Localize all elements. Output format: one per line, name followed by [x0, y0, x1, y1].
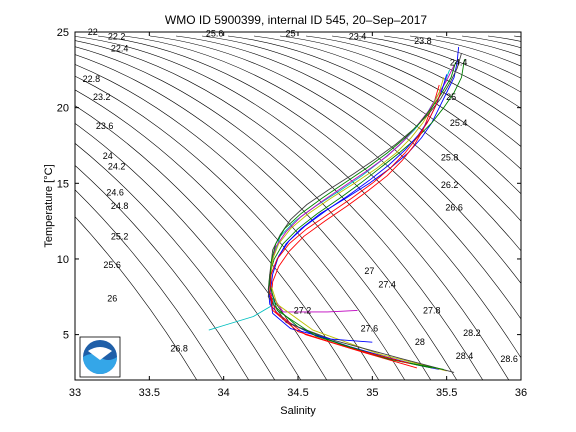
- isopycnal-label: 22.2: [108, 32, 126, 42]
- isopycnal-label: 25.2: [111, 231, 129, 241]
- isopycnal-curve: [149, 35, 521, 285]
- isopycnal-label: 26.8: [170, 343, 188, 353]
- isopycnal-label: 27.4: [378, 280, 396, 290]
- profile-line: [269, 62, 457, 370]
- isopycnal-curve: [75, 46, 458, 380]
- isopycnal-curve: [357, 35, 521, 93]
- isopycnal-label: 24.2: [108, 162, 126, 172]
- isopycnal-curve: [75, 64, 406, 380]
- isopycnal-label: 24: [103, 151, 113, 161]
- isopycnal-label: 23.4: [349, 32, 367, 42]
- isopycnal-curve: [175, 35, 521, 252]
- isopycnal-label: 23.8: [414, 36, 432, 46]
- isopycnal-label: 24.4: [450, 57, 468, 67]
- isopycnal-label: 27.6: [361, 324, 379, 334]
- isopycnal-curve: [253, 35, 521, 170]
- y-axis-ticks: 5 10 15 20 25: [57, 27, 521, 342]
- x-tick-label: 33.5: [139, 387, 160, 399]
- isopycnal-label: 27.8: [423, 305, 441, 315]
- isopycnal-label: 25.6: [103, 260, 121, 270]
- isopycnal-label: 24.8: [111, 201, 129, 211]
- x-tick-label: 35: [366, 387, 378, 399]
- isopycnal-lines: [75, 35, 576, 420]
- isopycnal-curve: [75, 75, 380, 380]
- isopycnal-curve: [75, 105, 328, 380]
- chart-title: WMO ID 5900399, internal ID 545, 20–Sep–…: [165, 13, 427, 27]
- isopycnal-label: 26.2: [441, 180, 459, 190]
- isopycnal-curve: [201, 35, 521, 222]
- profile-line: [267, 47, 460, 370]
- isopycnal-curve: [331, 35, 521, 109]
- x-tick-label: 36: [515, 387, 527, 399]
- isopycnal-label: 22.4: [111, 44, 129, 54]
- isopycnal-curve: [75, 216, 198, 380]
- profile-line: [270, 84, 440, 369]
- isopycnal-label: 27.2: [294, 305, 312, 315]
- x-tick-label: 34.5: [287, 387, 308, 399]
- isopycnal-label: 27: [364, 266, 374, 276]
- y-tick-label: 20: [57, 103, 69, 115]
- x-axis-ticks: 33 33.5 34 34.5 35 35.5 36: [69, 32, 527, 399]
- noaa-logo: [79, 336, 121, 378]
- profile-line: [269, 77, 447, 372]
- isopycnal-label: 28.6: [500, 354, 518, 364]
- isopycnal-label: 26.6: [445, 203, 463, 213]
- isopycnal-label: 25.4: [450, 118, 468, 128]
- isopycnal-label: 25: [446, 92, 456, 102]
- isopycnal-label: 23.6: [96, 121, 114, 131]
- isopycnal-curve: [75, 123, 302, 380]
- isopycnal-label: 23.2: [93, 92, 111, 102]
- isopycnal-curve: [75, 40, 484, 380]
- y-tick-label: 5: [63, 330, 69, 342]
- isopycnal-curve: [279, 35, 521, 148]
- profile-line: [269, 92, 442, 364]
- x-axis-label: Salinity: [280, 405, 316, 417]
- isopycnal-label: 28: [415, 337, 425, 347]
- isopycnal-curve: [461, 35, 521, 49]
- isopycnal-curve: [75, 89, 354, 380]
- isopycnal-curve: [540, 36, 576, 420]
- y-tick-label: 25: [57, 27, 69, 39]
- isopycnal-label: 25: [286, 29, 296, 39]
- isopycnal-curve: [123, 35, 521, 320]
- isopycnal-label: 25.6: [206, 29, 224, 39]
- x-tick-label: 35.5: [436, 387, 457, 399]
- x-tick-label: 33: [69, 387, 81, 399]
- isopycnal-curve: [75, 165, 250, 380]
- isopycnal-curve: [513, 35, 521, 38]
- y-tick-label: 15: [57, 178, 69, 190]
- isopycnal-label: 26: [107, 293, 117, 303]
- x-tick-label: 34: [218, 387, 230, 399]
- y-axis-label: Temperature [°C]: [43, 164, 55, 247]
- profile-line: [269, 65, 455, 313]
- profile-lines: [208, 47, 465, 373]
- isopycnal-label: 25.8: [441, 153, 459, 163]
- isopycnal-curve: [75, 54, 432, 380]
- isopycnal-label: 28.2: [463, 328, 481, 338]
- isopycnal-label: 22.8: [83, 74, 101, 84]
- isopycnal-label: 24.6: [106, 187, 124, 197]
- isopycnal-label: 28.4: [456, 351, 474, 361]
- profile-line: [267, 59, 465, 369]
- isopycnal-curve: [409, 35, 521, 67]
- isopycnal-curve: [566, 36, 576, 420]
- isopycnal-curve: [383, 35, 521, 79]
- isopycnal-curve: [305, 35, 521, 127]
- isopycnal-curve: [435, 35, 521, 57]
- isopycnal-curve: [75, 143, 276, 380]
- y-tick-label: 10: [57, 254, 69, 266]
- isopycnal-curve: [227, 35, 521, 195]
- isopycnal-curve: [97, 35, 521, 359]
- profile-line: [267, 53, 462, 373]
- isopycnal-curve: [75, 36, 510, 380]
- isopycnal-curve: [75, 189, 224, 380]
